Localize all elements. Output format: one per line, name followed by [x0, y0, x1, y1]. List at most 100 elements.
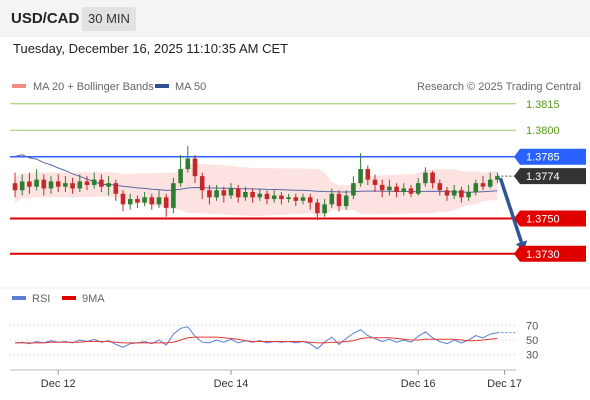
candle-body — [487, 179, 493, 187]
candle-30 — [228, 183, 234, 200]
level-tag-bg — [514, 168, 586, 185]
candle-body — [149, 197, 155, 205]
candle-29 — [221, 186, 227, 203]
rsi-ma-legend-label: 9MA — [82, 293, 105, 305]
candle-21 — [163, 193, 169, 217]
candle-body — [163, 197, 169, 208]
candle-body — [415, 183, 421, 194]
candle-body — [48, 181, 54, 189]
candle-19 — [149, 193, 155, 210]
candle-body — [113, 183, 119, 194]
candle-body — [207, 190, 212, 198]
x-tick-label: Dec 14 — [214, 378, 249, 390]
candle-36 — [271, 190, 277, 203]
candle-11 — [91, 172, 97, 189]
candle-body — [142, 197, 147, 203]
level-tag-1.3774: 1.3774 — [514, 168, 586, 185]
candle-49 — [365, 165, 371, 185]
x-axis-ticks: Dec 12 Dec 14 Dec 16 Dec 17 — [41, 370, 522, 390]
rsi-legend-label: RSI — [32, 293, 50, 305]
candle-body — [372, 179, 378, 185]
candle-22 — [171, 177, 176, 214]
rsi-tick-labels: 30 50 70 — [526, 320, 538, 361]
level-tag-bg — [514, 148, 586, 165]
candle-body — [185, 158, 191, 170]
candle-8 — [70, 177, 75, 194]
rsi-tick-70: 70 — [526, 320, 538, 332]
chart-header: USD/CAD 30 MIN — [0, 0, 590, 37]
candle-body — [228, 188, 234, 196]
rsi-tick-50: 50 — [526, 335, 538, 347]
candle-body — [466, 192, 471, 198]
level-tag-1.3730: 1.3730 — [514, 245, 586, 262]
level-tag-text: 1.3785 — [526, 152, 560, 164]
candle-12 — [99, 174, 104, 192]
rsi-gridlines — [10, 324, 516, 356]
rsi-series-rsi — [14, 326, 498, 350]
candle-body — [199, 176, 205, 191]
candle-body — [423, 172, 428, 184]
candle-32 — [243, 186, 248, 201]
price-panel: 1.3815 1.3800 1.3785 1.3774 1.3750 1.3730 — [10, 72, 586, 282]
candle-body — [430, 172, 435, 184]
candle-body — [322, 204, 327, 214]
candle-body — [336, 193, 342, 207]
candle-body — [307, 197, 313, 203]
candle-body — [34, 179, 39, 187]
candle-body — [480, 183, 486, 187]
timeframe-badge[interactable]: 30 MIN — [82, 7, 136, 31]
candle-35 — [264, 190, 270, 205]
candle-55 — [408, 184, 414, 198]
candle-56 — [415, 177, 421, 196]
level-tag-text: 1.3730 — [526, 249, 560, 261]
candle-body — [12, 183, 18, 191]
candle-40 — [300, 193, 306, 205]
candle-body — [120, 193, 126, 205]
level-tag-1.3750: 1.3750 — [514, 210, 586, 227]
candle-body — [279, 195, 284, 200]
level-tag-bg — [514, 245, 586, 262]
ma20-legend-swatch — [12, 84, 26, 88]
candle-body — [235, 188, 241, 198]
candle-2 — [27, 172, 32, 194]
bollinger-band-fill — [15, 163, 498, 217]
candle-9 — [77, 174, 83, 192]
candle-57 — [423, 167, 428, 187]
candle-body — [300, 197, 306, 201]
candle-body — [84, 181, 90, 185]
candle-59 — [437, 179, 443, 196]
level-tag-text: 1.3774 — [526, 171, 560, 183]
candle-body — [221, 190, 227, 196]
candle-body — [459, 190, 464, 198]
x-axis: Dec 12 Dec 14 Dec 16 Dec 17 — [10, 369, 522, 390]
level-label-1.3815: 1.3815 — [526, 99, 560, 111]
candle-51 — [379, 179, 385, 198]
candle-10 — [84, 176, 90, 191]
price-legend: MA 20 + Bollinger Bands MA 50 Research ©… — [12, 81, 581, 93]
candle-33 — [250, 188, 255, 203]
candle-body — [91, 179, 97, 185]
candlesticks — [12, 146, 500, 221]
candle-53 — [394, 183, 399, 198]
candle-13 — [106, 176, 111, 196]
candle-1 — [19, 174, 25, 196]
rsi-series-9ma — [15, 336, 498, 344]
candle-body — [286, 197, 291, 200]
candle-67 — [495, 172, 500, 184]
candle-4 — [41, 174, 47, 196]
candle-body — [106, 183, 111, 187]
candle-24 — [185, 146, 191, 173]
candle-body — [315, 202, 320, 214]
candle-body — [351, 183, 356, 196]
candle-6 — [55, 174, 61, 192]
candle-42 — [315, 199, 320, 221]
level-tag-bg — [514, 210, 586, 227]
candle-body — [408, 188, 414, 194]
candle-body — [387, 186, 392, 191]
candle-20 — [156, 190, 162, 208]
candle-body — [135, 199, 140, 203]
candle-body — [77, 181, 83, 189]
candle-45 — [336, 190, 342, 212]
candle-18 — [142, 192, 147, 207]
